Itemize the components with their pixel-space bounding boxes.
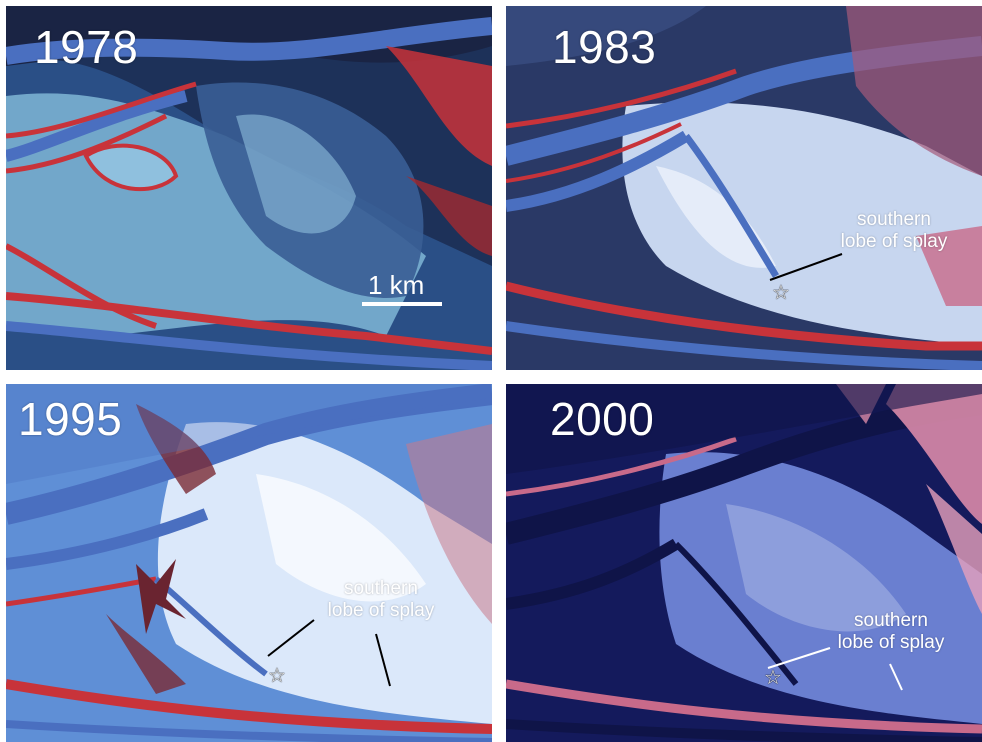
scale-bar — [362, 302, 442, 306]
satellite-image-1995 — [6, 384, 492, 742]
scale-label: 1 km — [368, 270, 425, 300]
label-line-2: lobe of splay — [840, 231, 948, 252]
label-line-1: southern — [344, 578, 418, 599]
panel-1983: 1983 southern lobe of splay ☆ — [506, 6, 982, 370]
satellite-image-2000 — [506, 384, 982, 742]
label-line-2: lobe of splay — [327, 600, 435, 621]
star-icon: ☆ — [268, 665, 286, 687]
satellite-image-1978 — [6, 6, 492, 370]
year-label: 1983 — [552, 21, 657, 73]
southern-lobe-label: southern lobe of splay — [806, 209, 982, 253]
label-line-1: southern — [857, 209, 931, 230]
satellite-image-1983 — [506, 6, 982, 370]
panel-1978: 1978 1 km — [6, 6, 492, 370]
year-label: 1995 — [18, 393, 123, 445]
star-icon: ☆ — [772, 282, 790, 304]
southern-lobe-label: southern lobe of splay — [796, 610, 982, 654]
label-line-1: southern — [854, 610, 928, 631]
year-label: 2000 — [550, 393, 655, 445]
panel-2000: 2000 southern lobe of splay ☆ — [506, 384, 982, 742]
year-label: 1978 — [34, 21, 139, 73]
label-line-2: lobe of splay — [837, 632, 945, 653]
star-icon: ☆ — [764, 667, 782, 689]
southern-lobe-label: southern lobe of splay — [286, 578, 476, 622]
panel-1995: 1995 southern lobe of splay ☆ — [6, 384, 492, 742]
